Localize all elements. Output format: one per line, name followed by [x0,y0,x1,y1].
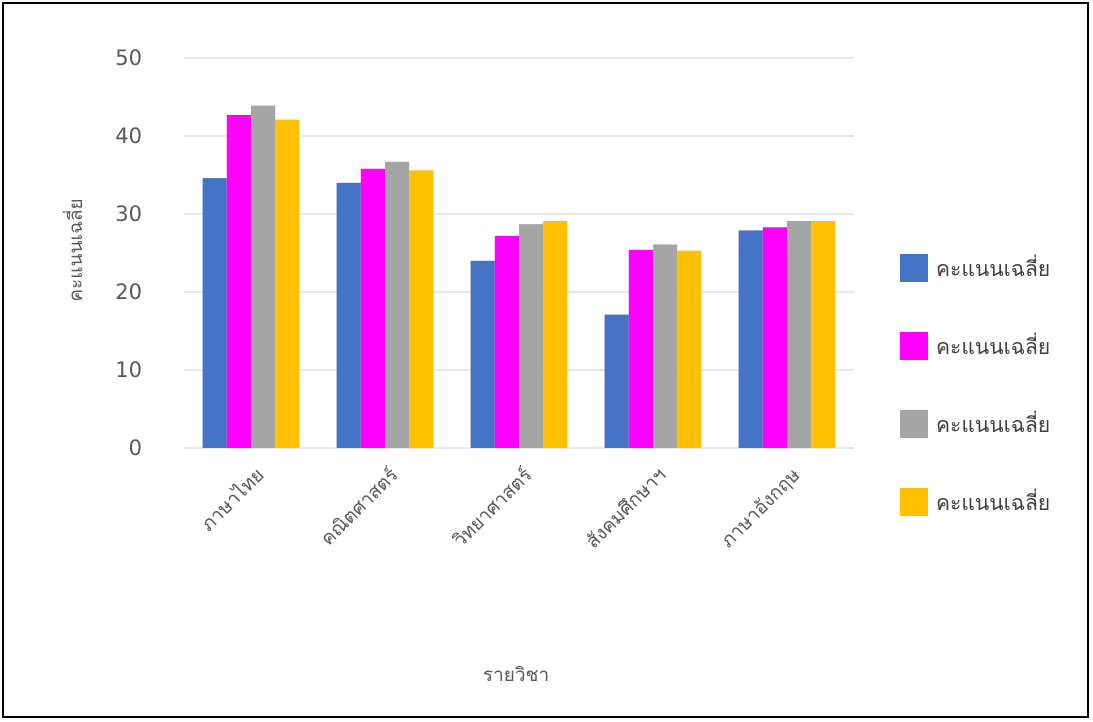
legend-swatch [900,488,928,516]
y-tick-label: 30 [115,202,142,226]
bar-chart: 0 10 20 30 40 50 ภาษาไทย คณิตศาสตร์ วิทยาศาสตร์… [62,46,1050,686]
legend-item: คะแนนเฉลี่ย [900,254,1050,282]
bar-series-2-2 [494,235,519,448]
legend: คะแนนเฉลี่ยคะแนนเฉลี่ยคะแนนเฉลี่ยคะแนนเฉ… [900,254,1050,516]
y-tick-label: 0 [129,436,142,460]
legend-label: คะแนนเฉลี่ย [936,410,1050,437]
bar-series-3-0 [251,105,276,448]
bar-series-2-3 [628,249,653,448]
y-axis-title: คะแนนเฉลี่ย [62,198,87,301]
y-tick-labels: 0 10 20 30 40 50 [115,46,142,460]
bar-series-3-4 [787,221,812,448]
bar-series-1-0 [202,178,227,448]
bar-series-1-3 [604,314,629,448]
bar-series-2-4 [762,227,787,448]
legend-item: คะแนนเฉลี่ย [900,332,1050,360]
bar-series-4-3 [677,250,702,448]
bar-series-4-1 [409,170,434,448]
legend-swatch [900,332,928,360]
legend-item: คะแนนเฉลี่ย [900,410,1050,438]
x-category-label: สังคมศึกษาฯ [582,464,671,553]
legend-swatch [900,254,928,282]
bar-series-4-2 [543,221,568,448]
y-tick-label: 10 [115,358,142,382]
bar-series-1-4 [738,230,763,448]
y-tick-label: 50 [115,46,142,70]
bars [202,105,836,449]
bar-series-2-1 [360,168,385,448]
legend-label: คะแนนเฉลี่ย [936,488,1050,515]
bar-series-1-1 [336,182,361,449]
bar-series-1-2 [470,260,495,448]
bar-series-3-3 [653,244,678,448]
x-category-label: คณิตศาสตร์ [317,464,403,550]
x-category-label: ภาษาไทย [197,464,269,536]
legend-item: คะแนนเฉลี่ย [900,488,1050,516]
y-tick-label: 20 [115,280,142,304]
x-category-labels: ภาษาไทย คณิตศาสตร์ วิทยาศาสตร์ สังคมศึกษาฯ ภ… [197,464,805,553]
bar-series-2-0 [226,114,251,448]
bar-series-3-1 [385,161,410,449]
x-axis-title: รายวิชา [483,664,549,686]
legend-label: คะแนนเฉลี่ย [936,254,1050,281]
x-category-label: ภาษาอังกฤษ [716,464,804,552]
x-category-label: วิทยาศาสตร์ [449,464,537,552]
bar-series-4-4 [811,221,836,448]
legend-swatch [900,410,928,438]
bar-series-3-2 [519,224,544,448]
bar-series-4-0 [275,119,300,449]
y-tick-label: 40 [115,124,142,148]
legend-label: คะแนนเฉลี่ย [936,332,1050,359]
